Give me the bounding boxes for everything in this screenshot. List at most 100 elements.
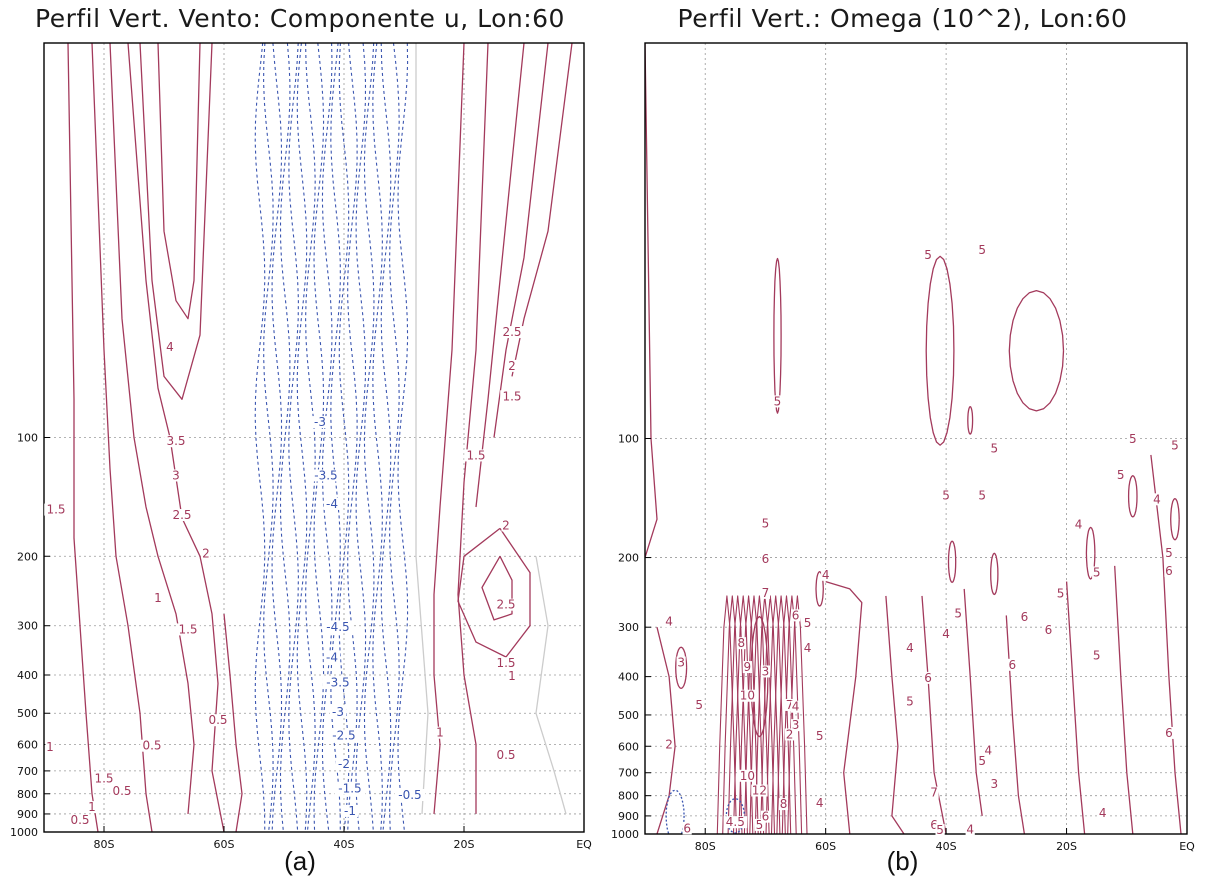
contour-label: 6 — [1165, 564, 1173, 578]
contour-label: 0.5 — [142, 739, 161, 753]
contour-label-bg — [760, 552, 771, 565]
contour-line — [990, 552, 999, 596]
contour-line — [1008, 289, 1065, 412]
contour-label-bg — [435, 726, 445, 739]
contour-line — [415, 43, 429, 814]
contour-label-bg — [760, 517, 771, 530]
contour-label-bg — [322, 676, 354, 689]
contour-line — [1127, 475, 1138, 518]
contour-label: 5 — [1057, 587, 1065, 601]
y-tick-label: 800 — [17, 788, 38, 801]
contour-label-bg — [323, 497, 341, 510]
contour-label: 1.5 — [46, 503, 65, 517]
contour-label: 5 — [804, 616, 812, 630]
contour-label-bg — [171, 469, 181, 482]
contour-label: 5 — [1093, 649, 1101, 663]
contour-label: 1 — [508, 669, 516, 683]
contour-label: 10 — [740, 769, 755, 783]
contour-line — [967, 406, 974, 435]
contour-label-bg — [676, 656, 686, 669]
contour-line — [1150, 454, 1182, 834]
contour-label: 5 — [954, 607, 962, 621]
contour-label-bg — [923, 249, 933, 262]
contour-label-bg — [322, 621, 354, 634]
contour-label-bg — [941, 628, 951, 641]
contour-label: 4 — [984, 743, 992, 757]
contour-label: 4 — [665, 614, 673, 628]
contour-label: 3.5 — [166, 434, 185, 448]
contour-plot-b: 80S 60S 40S 20S EQ 100 200 300 400 500 600 700 800 90… — [611, 42, 1195, 853]
y-tick-label: 500 — [618, 709, 639, 722]
contour-label-bg — [821, 568, 831, 581]
contour-label: 1.5 — [466, 448, 485, 462]
y-tick-label: 600 — [618, 740, 639, 753]
contour-label: -2.5 — [332, 729, 355, 743]
contour-label-bg — [754, 818, 765, 831]
contour-label: 3 — [990, 777, 998, 791]
contour-label-bg — [335, 758, 353, 771]
contour-label-bg — [494, 749, 518, 762]
contour-label: 4 — [792, 700, 800, 714]
contour-label-bg — [87, 801, 97, 814]
x-tick-label: 20S — [1056, 840, 1077, 853]
contour-label-bg — [68, 814, 92, 827]
contour-line — [675, 646, 688, 690]
contour-line — [725, 798, 746, 834]
contour-label-bg — [176, 623, 200, 636]
contour-label: 7 — [930, 786, 938, 800]
contour-label: 6 — [924, 671, 932, 685]
contour-label-bg — [760, 586, 771, 599]
contour-label: 5 — [1093, 565, 1101, 579]
contour-label: 8 — [738, 636, 746, 650]
contour-label: 2 — [202, 546, 210, 560]
contour-line — [665, 789, 685, 834]
contour-line — [457, 43, 489, 814]
contour-label-bg — [929, 818, 939, 831]
x-tick-label: 80S — [695, 840, 716, 853]
contour-label-bg — [507, 359, 517, 372]
contour-label-bg — [153, 592, 163, 605]
contour-label-bg — [941, 489, 951, 502]
contour-label: 2 — [508, 359, 516, 373]
contour-line — [727, 595, 748, 834]
contour-label-bg — [784, 698, 795, 711]
contour-line — [433, 43, 465, 814]
contour-label: 6 — [1021, 610, 1029, 624]
contour-label-bg — [815, 729, 825, 742]
contour-label-bg — [803, 617, 813, 630]
contour-label-bg — [494, 598, 518, 611]
contour-label: 2.5 — [172, 508, 191, 522]
contour-label-bg — [501, 519, 511, 532]
contour-label: 5 — [1117, 468, 1125, 482]
contour-label: 3 — [792, 718, 800, 732]
contour-label: 5 — [942, 489, 950, 503]
contour-label-bg — [736, 637, 746, 650]
y-tick-label: 700 — [618, 767, 639, 780]
contour-label-bg — [394, 788, 426, 801]
contour-line — [223, 613, 243, 832]
contour-line — [776, 595, 797, 834]
contour-label: 5 — [1171, 439, 1179, 453]
contour-label: 5 — [936, 823, 944, 837]
contour-line — [1114, 565, 1134, 834]
contour-label: 2 — [502, 518, 510, 532]
x-tick-label: 40S — [936, 840, 957, 853]
contour-label: 6 — [1009, 658, 1017, 672]
y-tick-label: 800 — [618, 790, 639, 803]
contour-label-bg — [1164, 546, 1174, 559]
contour-label: -2 — [338, 757, 350, 771]
contour-label: 5 — [756, 818, 764, 832]
contour-line — [716, 595, 738, 834]
contour-label-bg — [494, 657, 518, 670]
contour-line — [535, 556, 567, 815]
contour-line — [773, 257, 782, 414]
contour-label: 6 — [930, 818, 938, 832]
contour-line — [457, 527, 531, 658]
contour-label: 1.5 — [496, 656, 515, 670]
contour-label: 1 — [88, 800, 96, 814]
contour-label-bg — [977, 754, 987, 767]
contour-line — [127, 43, 225, 832]
contour-label-bg — [1128, 432, 1138, 445]
contour-label: 5 — [695, 698, 703, 712]
contour-label: 5 — [816, 729, 824, 743]
